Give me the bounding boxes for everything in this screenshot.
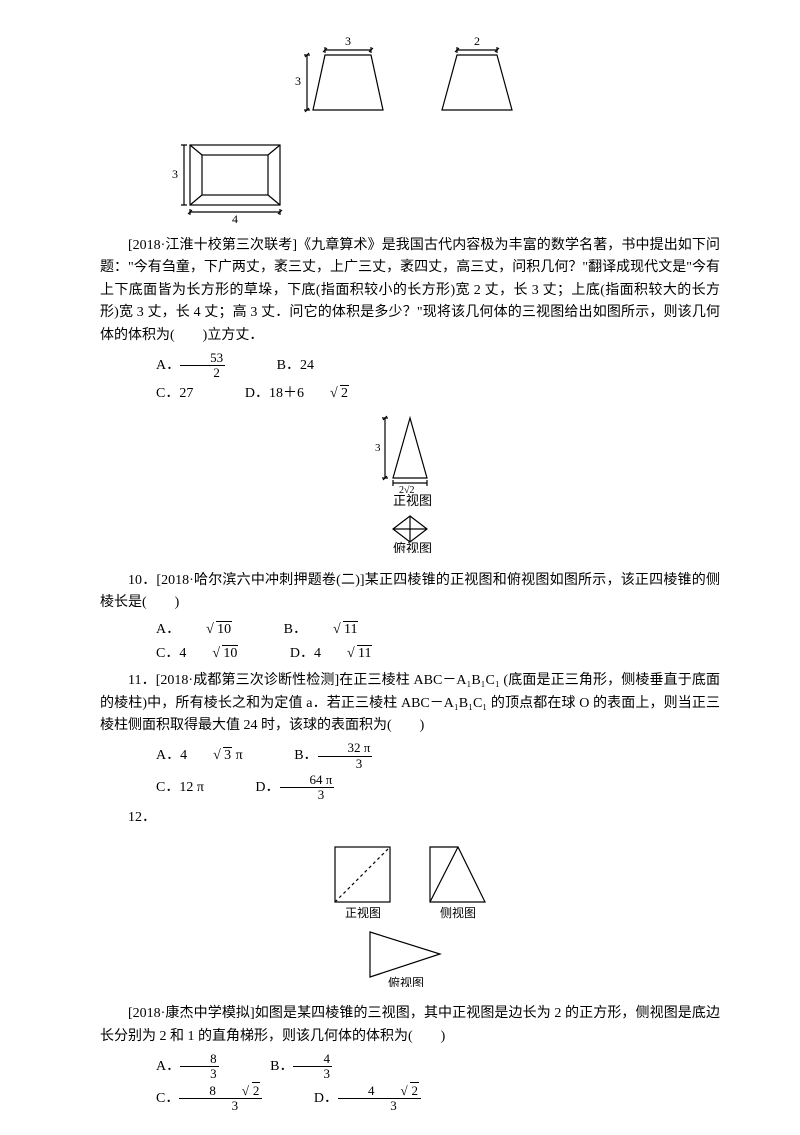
q9-front-view: 3 3 — [293, 30, 403, 120]
q9-figure-bottom: 3 4 — [100, 130, 720, 225]
q9-plan-view: 3 4 — [170, 130, 300, 225]
q11-options-row1: A．43 π B．32 π3 — [100, 741, 720, 771]
q9-option-d: D．18＋62 — [217, 383, 349, 405]
q9-options-row2: C．27 D．18＋62 — [100, 383, 720, 406]
q10-options-row2: C．410 D．411 — [100, 643, 720, 666]
q10-option-a: A．10 — [128, 619, 232, 641]
q10-option-b: B．11 — [256, 619, 359, 641]
svg-text:正视图: 正视图 — [345, 905, 381, 920]
q10-option-c: C．410 — [128, 643, 238, 665]
q9-option-c: C．27 — [128, 383, 193, 405]
q12-option-d: D．423 — [286, 1084, 421, 1114]
q9-plan-left-label: 3 — [172, 167, 178, 181]
q9-side-top-label: 2 — [474, 34, 480, 48]
q9-text: [2018·江淮十校第三次联考]《九章算术》是我国古代内容极为丰富的数学名著，书… — [100, 235, 720, 347]
q10-options-row1: A．10 B．11 — [100, 619, 720, 642]
exam-page: 3 3 2 — [0, 0, 800, 1135]
q10-views: 3 2√2 正视图 俯视图 — [365, 413, 455, 553]
q12-option-a: A．83 — [128, 1052, 219, 1082]
q9-front-left-label: 3 — [295, 74, 301, 88]
q9-side-view: 2 — [427, 30, 527, 120]
q11-option-d: D．64 π3 — [227, 773, 334, 803]
q12-text: [2018·康杰中学模拟]如图是某四棱锥的三视图，其中正视图是边长为 2 的正方… — [100, 1003, 720, 1048]
q12-number: 12． — [100, 807, 720, 829]
svg-text:俯视图: 俯视图 — [393, 541, 432, 553]
q11-option-b: B．32 π3 — [266, 741, 372, 771]
q12-option-c: C．823 — [128, 1084, 262, 1114]
svg-text:3: 3 — [375, 442, 381, 454]
svg-text:俯视图: 俯视图 — [388, 975, 424, 987]
q12-options-row1: A．83 B．43 — [100, 1052, 720, 1082]
q10-text: 10．[2018·哈尔滨六中冲刺押题卷(二)]某正四棱锥的正视图和俯视图如图所示… — [100, 570, 720, 615]
q12-option-b: B．43 — [242, 1052, 332, 1082]
q11-text: 11．[2018·成都第三次诊断性检测]在正三棱柱 ABC－A₁B₁C₁ (底面… — [100, 670, 720, 737]
svg-text:侧视图: 侧视图 — [440, 905, 476, 920]
q12-figure: 正视图 侧视图 俯视图 — [100, 837, 720, 995]
svg-text:正视图: 正视图 — [393, 493, 432, 508]
q9-front-top-label: 3 — [345, 34, 351, 48]
q9-figure-top: 3 3 2 — [100, 30, 720, 120]
q9-option-a: A．532 — [128, 351, 225, 381]
q12-options-row2: C．823 D．423 — [100, 1084, 720, 1114]
q11-options-row2: C．12 π D．64 π3 — [100, 773, 720, 803]
q11-option-c: C．12 π — [128, 777, 204, 799]
q9-option-b: B．24 — [249, 355, 314, 377]
q9-plan-bottom-label: 4 — [232, 212, 238, 225]
q10-option-d: D．411 — [262, 643, 373, 665]
q11-option-a: A．43 π — [128, 745, 243, 767]
q9-options-row1: A．532 B．24 — [100, 351, 720, 381]
q10-figure: 3 2√2 正视图 俯视图 — [100, 413, 720, 561]
q12-views: 正视图 侧视图 俯视图 — [300, 837, 520, 987]
